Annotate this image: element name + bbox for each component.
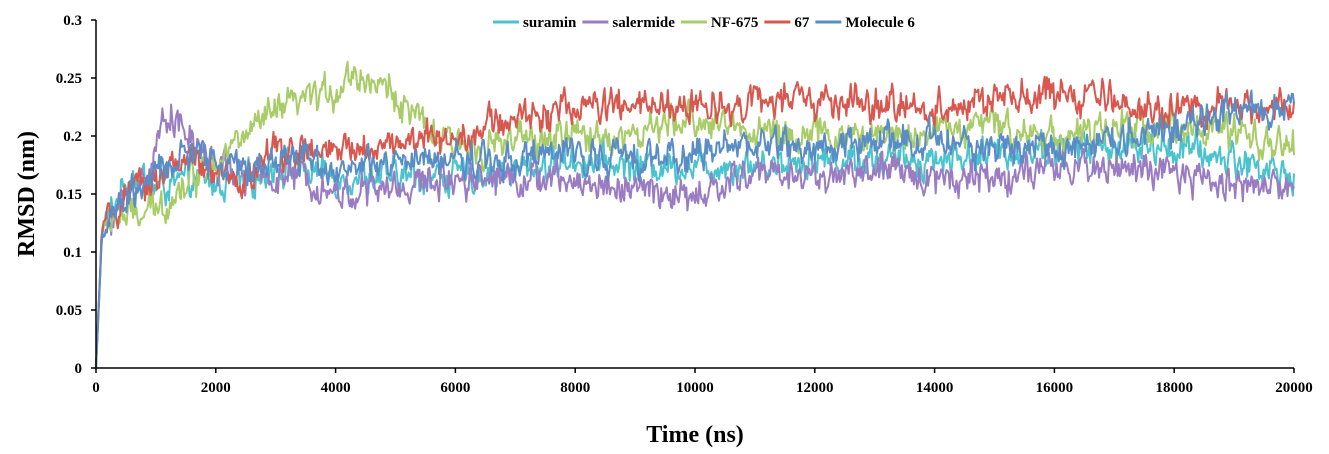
y-tick-label: 0.25 <box>56 71 82 87</box>
series-line-molecule-6 <box>95 89 1295 369</box>
x-tick-label: 0 <box>92 380 100 396</box>
x-tick-label: 4000 <box>321 380 351 396</box>
x-tick-label: 14000 <box>916 380 954 396</box>
y-tick-label: 0.05 <box>56 303 82 319</box>
x-tick-label: 8000 <box>560 380 590 396</box>
legend-label: Molecule 6 <box>845 15 915 31</box>
series-line-nf-675 <box>95 60 1295 369</box>
y-tick-label: 0 <box>75 361 83 377</box>
x-axis-title: Time (ns) <box>646 422 744 448</box>
x-tick-label: 16000 <box>1036 380 1074 396</box>
series-layer <box>95 60 1295 369</box>
x-tick-label: 12000 <box>796 380 834 396</box>
x-tick-label: 18000 <box>1155 380 1193 396</box>
x-ticks: 0 2000 4000 6000 8000 10000 12000 14000 16000 180… <box>92 368 1313 396</box>
y-tick-label: 0.1 <box>63 245 82 261</box>
y-tick-label: 0.3 <box>63 13 82 29</box>
y-axis-title: RMSD (nm) <box>14 131 40 257</box>
legend-label: NF-675 <box>711 15 759 31</box>
x-tick-label: 10000 <box>676 380 714 396</box>
legend-label: suramin <box>523 15 577 31</box>
series-line-salermide <box>95 103 1295 369</box>
y-ticks: 0 0.05 0.1 0.15 0.2 0.25 0.3 <box>56 13 96 377</box>
legend-label: 67 <box>794 15 810 31</box>
x-tick-label: 2000 <box>201 380 231 396</box>
legend-label: salermide <box>612 15 675 31</box>
x-tick-label: 6000 <box>440 380 470 396</box>
x-tick-label: 20000 <box>1275 380 1313 396</box>
legend: suramin salermide NF-675 67 Molecule 6 <box>493 15 915 31</box>
series-line-67 <box>95 75 1295 369</box>
y-tick-label: 0.2 <box>63 129 82 145</box>
y-tick-label: 0.15 <box>56 187 82 203</box>
